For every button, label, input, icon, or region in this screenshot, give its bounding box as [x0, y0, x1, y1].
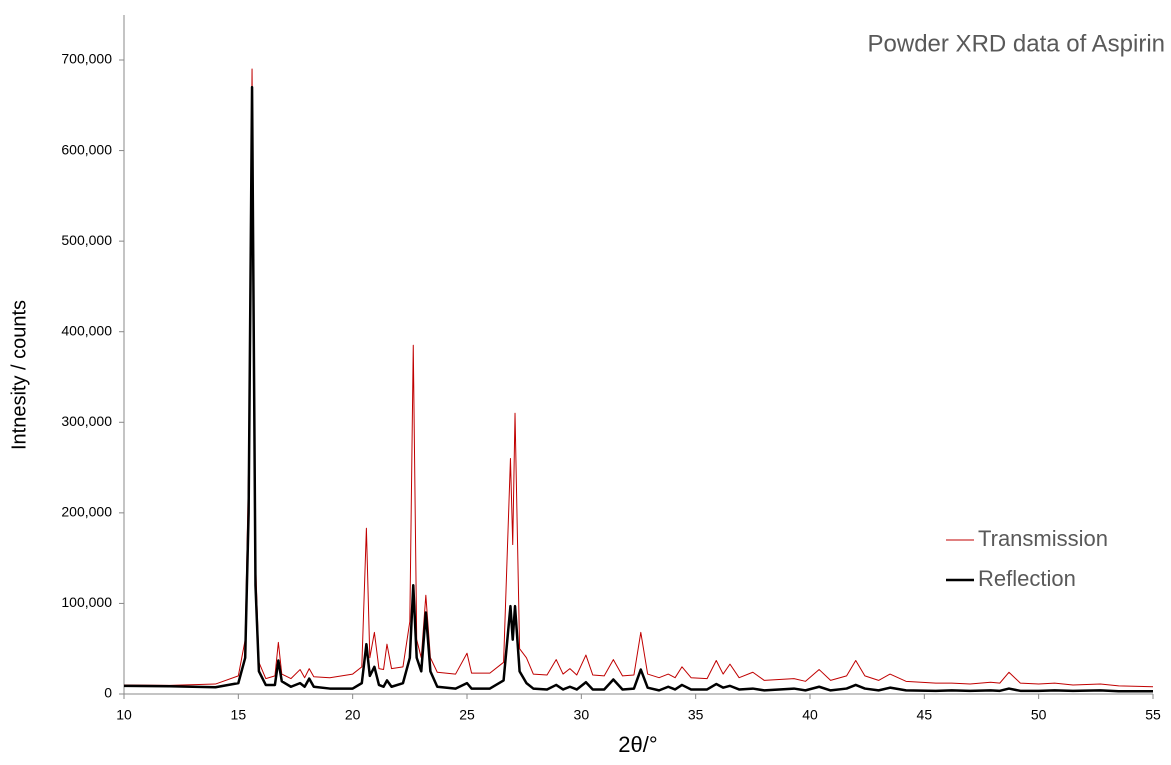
x-tick-label: 25 [459, 707, 475, 723]
y-tick-label: 400,000 [61, 322, 112, 338]
y-axis-label: Intnesity / counts [8, 300, 30, 450]
x-axis-label: 2θ/° [618, 732, 657, 757]
y-tick-label: 700,000 [61, 51, 112, 67]
legend-label: Reflection [978, 566, 1076, 591]
y-tick-label: 200,000 [61, 504, 112, 520]
x-tick-label: 20 [345, 707, 361, 723]
chart-title: Powder XRD data of Aspirin [868, 30, 1165, 57]
x-tick-label: 30 [574, 707, 590, 723]
data-line [123, 68, 1154, 688]
x-tick-label: 50 [1031, 707, 1047, 723]
y-tick-label: 0 [104, 685, 112, 701]
x-tick-label: 40 [802, 707, 818, 723]
x-tick-label: 10 [116, 707, 132, 723]
x-tick-label: 35 [688, 707, 704, 723]
y-tick-label: 100,000 [61, 594, 112, 610]
y-tick-label: 600,000 [61, 141, 112, 157]
y-tick-label: 500,000 [61, 232, 112, 248]
x-tick-label: 15 [231, 707, 247, 723]
x-tick-label: 55 [1145, 707, 1161, 723]
data-line [123, 85, 1153, 693]
y-tick-label: 300,000 [61, 413, 112, 429]
x-tick-label: 45 [917, 707, 933, 723]
legend-label: Transmission [978, 526, 1108, 551]
